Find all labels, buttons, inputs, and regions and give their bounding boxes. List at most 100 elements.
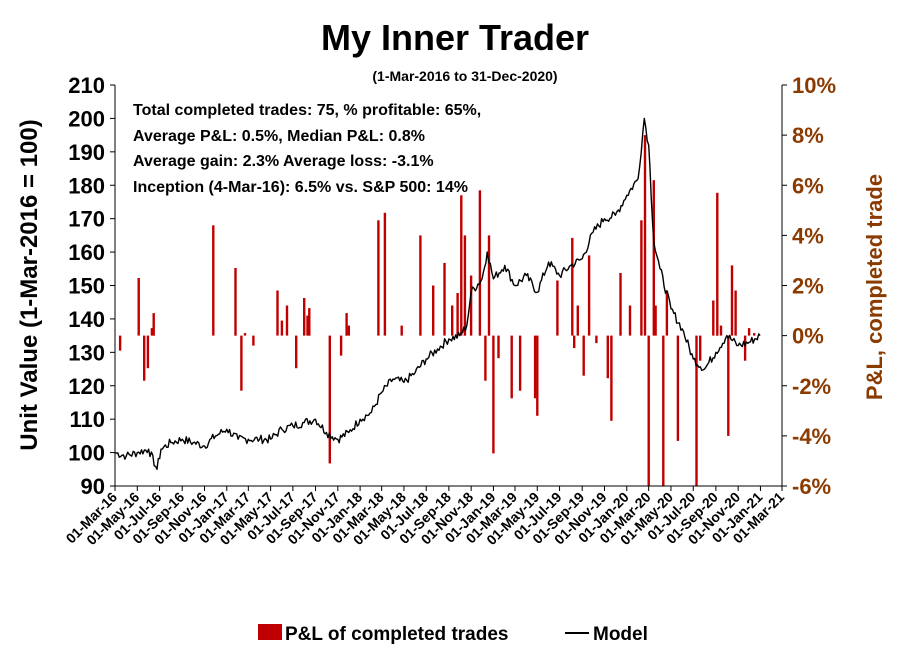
- annotation-line-4: Inception (4-Mar-16): 6.5% vs. S&P 500: …: [133, 179, 468, 196]
- pnl-bar: [652, 180, 655, 336]
- pnl-bar: [150, 328, 154, 336]
- legend-bar-swatch: [258, 624, 282, 640]
- right-y-tick-label: 2%: [792, 274, 824, 299]
- pnl-bar: [753, 333, 756, 336]
- left-y-tick-label: 140: [68, 307, 105, 332]
- left-y-tick-label: 160: [68, 240, 105, 265]
- left-y-tick-label: 210: [68, 73, 105, 98]
- pnl-bar: [628, 305, 632, 336]
- pnl-bar: [595, 335, 598, 344]
- pnl-bar: [146, 335, 150, 369]
- model-line: [114, 117, 761, 470]
- right-y-tick-label: 8%: [792, 123, 824, 148]
- legend-model-label: Model: [593, 624, 648, 645]
- pnl-bar: [747, 328, 751, 336]
- annotation-line-2: Average P&L: 0.5%, Median P&L: 0.8%: [133, 128, 425, 145]
- axes: [114, 85, 783, 487]
- left-y-ticks: 210 200 190 180 170 160 150 140 130 120 110 100 90: [68, 73, 115, 499]
- pnl-bar: [587, 255, 591, 336]
- pnl-bar: [571, 237, 574, 336]
- legend: P&L of completed trades Model: [258, 624, 648, 645]
- chart-subtitle: (1-Mar-2016 to 31-Dec-2020): [372, 68, 557, 84]
- pnl-bar: [339, 335, 343, 356]
- pnl-bar: [285, 305, 289, 336]
- pnl-bar: [419, 235, 422, 336]
- pnl-bar: [730, 265, 734, 336]
- left-y-tick-label: 130: [68, 340, 105, 365]
- pnl-bar: [383, 212, 387, 336]
- pnl-bar: [654, 305, 657, 336]
- pnl-bar: [484, 335, 487, 381]
- pnl-bar: [676, 335, 680, 441]
- pnl-bar: [118, 335, 122, 351]
- pnl-bar: [451, 305, 454, 336]
- right-y-tick-label: -2%: [792, 374, 831, 399]
- pnl-bar: [647, 335, 650, 486]
- right-y-tick-label: 6%: [792, 173, 824, 198]
- pnl-bar: [619, 273, 622, 336]
- pnl-bar: [212, 225, 215, 336]
- pnl-bar: [510, 335, 513, 399]
- pnl-bar: [478, 190, 482, 336]
- right-y-ticks: 10% 8% 6% 4% 2% 0% -2% -4% -6%: [782, 73, 836, 499]
- pnl-bars: [118, 135, 756, 486]
- left-y-tick-label: 190: [68, 140, 105, 165]
- pnl-bar: [240, 335, 243, 391]
- left-y-axis-label: Unit Value (1-Mar-2016 = 100): [16, 119, 43, 450]
- pnl-bar: [143, 335, 146, 381]
- pnl-bar: [533, 335, 537, 399]
- pnl-bar: [518, 335, 522, 391]
- right-y-tick-label: -4%: [792, 424, 831, 449]
- pnl-bar: [432, 285, 435, 336]
- pnl-bar: [665, 290, 669, 336]
- pnl-bar: [243, 333, 247, 336]
- pnl-bar: [719, 325, 723, 336]
- pnl-bar: [716, 192, 719, 336]
- pnl-bar: [328, 335, 331, 464]
- pnl-bar: [137, 278, 140, 336]
- pnl-bar: [377, 220, 380, 336]
- pnl-bar: [306, 315, 309, 336]
- pnl-bar: [582, 335, 585, 376]
- pnl-bar: [734, 290, 737, 336]
- annotation-line-3: Average gain: 2.3% Average loss: -3.1%: [133, 153, 434, 170]
- pnl-bar: [234, 268, 237, 336]
- right-y-axis-label: P&L, completed trade: [862, 174, 887, 400]
- pnl-bar: [573, 335, 576, 349]
- pnl-bar: [456, 293, 459, 336]
- pnl-bar: [743, 335, 747, 361]
- left-y-tick-label: 200: [68, 106, 105, 131]
- annotation-line-1: Total completed trades: 75, % profitable…: [133, 102, 481, 119]
- pnl-bar: [492, 335, 495, 454]
- pnl-bar: [699, 335, 702, 361]
- pnl-bar: [497, 335, 500, 359]
- pnl-bar: [662, 335, 665, 486]
- pnl-bar: [610, 335, 613, 421]
- left-y-tick-label: 180: [68, 173, 105, 198]
- chart-title: My Inner Trader: [321, 17, 589, 58]
- left-y-tick-label: 90: [81, 474, 105, 499]
- pnl-bar: [576, 305, 579, 336]
- pnl-bar: [727, 335, 730, 436]
- pnl-bar: [443, 262, 446, 336]
- pnl-bar: [463, 235, 467, 336]
- legend-bars-label: P&L of completed trades: [285, 624, 508, 645]
- pnl-bar: [276, 290, 279, 336]
- pnl-bar: [152, 313, 155, 336]
- left-y-tick-label: 150: [68, 274, 105, 299]
- pnl-bar: [712, 300, 715, 336]
- pnl-bar: [695, 335, 698, 486]
- right-y-tick-label: 0%: [792, 324, 824, 349]
- pnl-bar: [345, 313, 348, 336]
- pnl-bar: [400, 325, 403, 336]
- left-y-tick-label: 170: [68, 207, 105, 232]
- right-y-tick-label: 4%: [792, 223, 824, 248]
- pnl-bar: [280, 320, 284, 336]
- pnl-bar: [460, 195, 463, 336]
- pnl-bar: [643, 135, 647, 336]
- pnl-bar: [252, 335, 255, 346]
- pnl-bar: [469, 275, 473, 336]
- x-ticks: 01-Mar-1601-May-1601-Jul-1601-Sep-1601-N…: [63, 486, 787, 548]
- annotation-block: Total completed trades: 75, % profitable…: [133, 102, 481, 196]
